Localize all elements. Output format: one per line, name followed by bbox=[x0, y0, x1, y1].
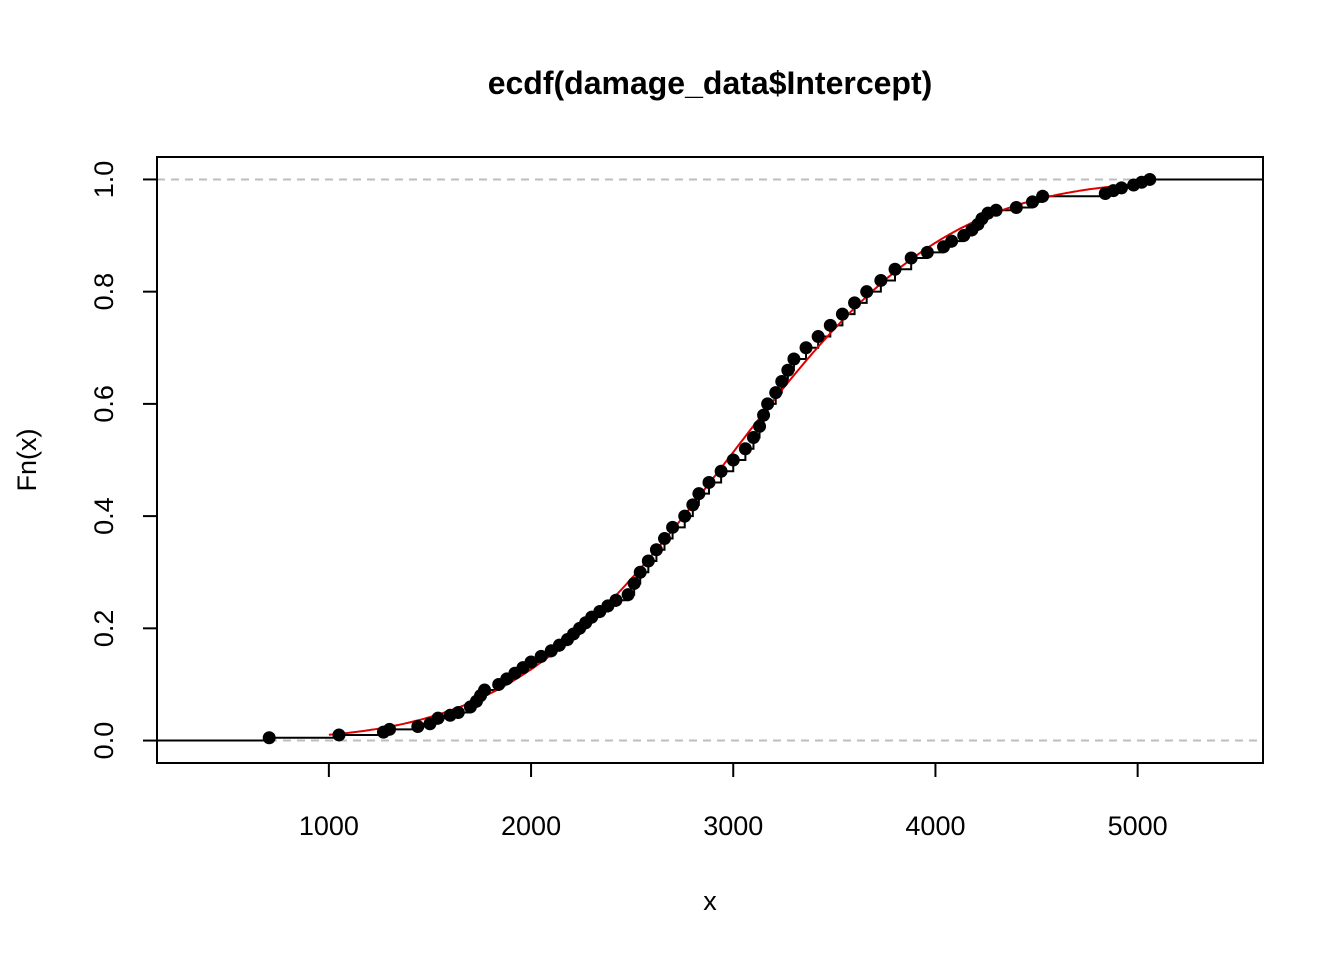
x-tick-label: 2000 bbox=[501, 811, 561, 841]
x-tick-label: 5000 bbox=[1108, 811, 1168, 841]
ecdf-point bbox=[848, 296, 862, 310]
ecdf-point bbox=[332, 728, 346, 742]
x-axis-label: x bbox=[703, 886, 717, 916]
y-axis: 0.0 0.2 0.4 0.6 0.8 1.0 bbox=[89, 161, 158, 760]
ecdf-point bbox=[692, 487, 706, 501]
ecdf-point bbox=[904, 251, 918, 265]
ecdf-point bbox=[383, 722, 397, 736]
ecdf-point bbox=[888, 262, 902, 276]
x-tick-label: 1000 bbox=[299, 811, 359, 841]
plot-frame bbox=[156, 156, 1264, 764]
ecdf-point bbox=[627, 576, 641, 590]
x-tick-label: 4000 bbox=[905, 811, 965, 841]
ecdf-point bbox=[451, 706, 465, 719]
ecdf-point bbox=[609, 593, 623, 607]
ecdf-point bbox=[633, 565, 647, 579]
ecdf-point bbox=[641, 554, 655, 568]
ecdf-point bbox=[920, 245, 934, 259]
y-tick-label: 0.6 bbox=[89, 385, 119, 423]
ecdf-point bbox=[478, 683, 492, 697]
ecdf-point bbox=[534, 649, 548, 663]
ecdf-point bbox=[411, 720, 425, 734]
ecdf-point bbox=[621, 588, 635, 602]
ecdf-point bbox=[1143, 172, 1157, 186]
ecdf-point bbox=[860, 285, 874, 299]
ecdf-point bbox=[1036, 189, 1050, 203]
ecdf-point bbox=[431, 711, 445, 725]
ecdf-point bbox=[1025, 195, 1039, 209]
ecdf-point bbox=[649, 543, 663, 557]
ecdf-point bbox=[1114, 181, 1128, 195]
ecdf-point bbox=[799, 341, 813, 355]
reference-lines bbox=[157, 178, 1263, 742]
ecdf-point bbox=[524, 655, 538, 669]
ecdf-point bbox=[738, 442, 752, 456]
ecdf-point bbox=[726, 453, 740, 467]
x-tick-label: 3000 bbox=[703, 811, 763, 841]
ecdf-point bbox=[1009, 201, 1023, 214]
ecdf-point bbox=[874, 273, 888, 287]
ecdf-point bbox=[702, 475, 716, 489]
y-tick-label: 0.2 bbox=[89, 610, 119, 648]
x-axis: 1000 2000 3000 4000 5000 bbox=[299, 762, 1168, 841]
ecdf-point bbox=[835, 307, 849, 321]
ecdf-point bbox=[678, 509, 692, 523]
ecdf-point bbox=[666, 520, 680, 534]
ecdf-point bbox=[781, 363, 795, 377]
ecdf-point bbox=[823, 318, 837, 332]
ecdf-point bbox=[989, 203, 1003, 217]
chart-title: ecdf(damage_data$Intercept) bbox=[488, 65, 933, 101]
ecdf-point bbox=[714, 464, 728, 478]
y-tick-label: 0.4 bbox=[89, 497, 119, 535]
ecdf-points bbox=[262, 172, 1157, 745]
ecdf-point bbox=[945, 234, 959, 248]
ecdf-point bbox=[769, 386, 783, 400]
ecdf-step-path bbox=[157, 178, 1263, 742]
ecdf-point bbox=[746, 431, 760, 445]
y-tick-label: 0.8 bbox=[89, 273, 119, 311]
ecdf-point bbox=[761, 397, 775, 411]
y-tick-label: 0.0 bbox=[89, 722, 119, 760]
ecdf-point bbox=[686, 498, 700, 512]
ecdf-point bbox=[775, 374, 789, 388]
ecdf-point bbox=[658, 532, 672, 546]
ecdf-step-line bbox=[157, 178, 1263, 742]
ecdf-point bbox=[753, 419, 767, 433]
ecdf-point bbox=[811, 330, 825, 344]
ecdf-point bbox=[757, 408, 771, 422]
y-tick-label: 1.0 bbox=[89, 161, 119, 199]
ecdf-point bbox=[262, 731, 276, 745]
y-axis-label: Fn(x) bbox=[12, 429, 42, 492]
ecdf-point bbox=[787, 352, 801, 366]
